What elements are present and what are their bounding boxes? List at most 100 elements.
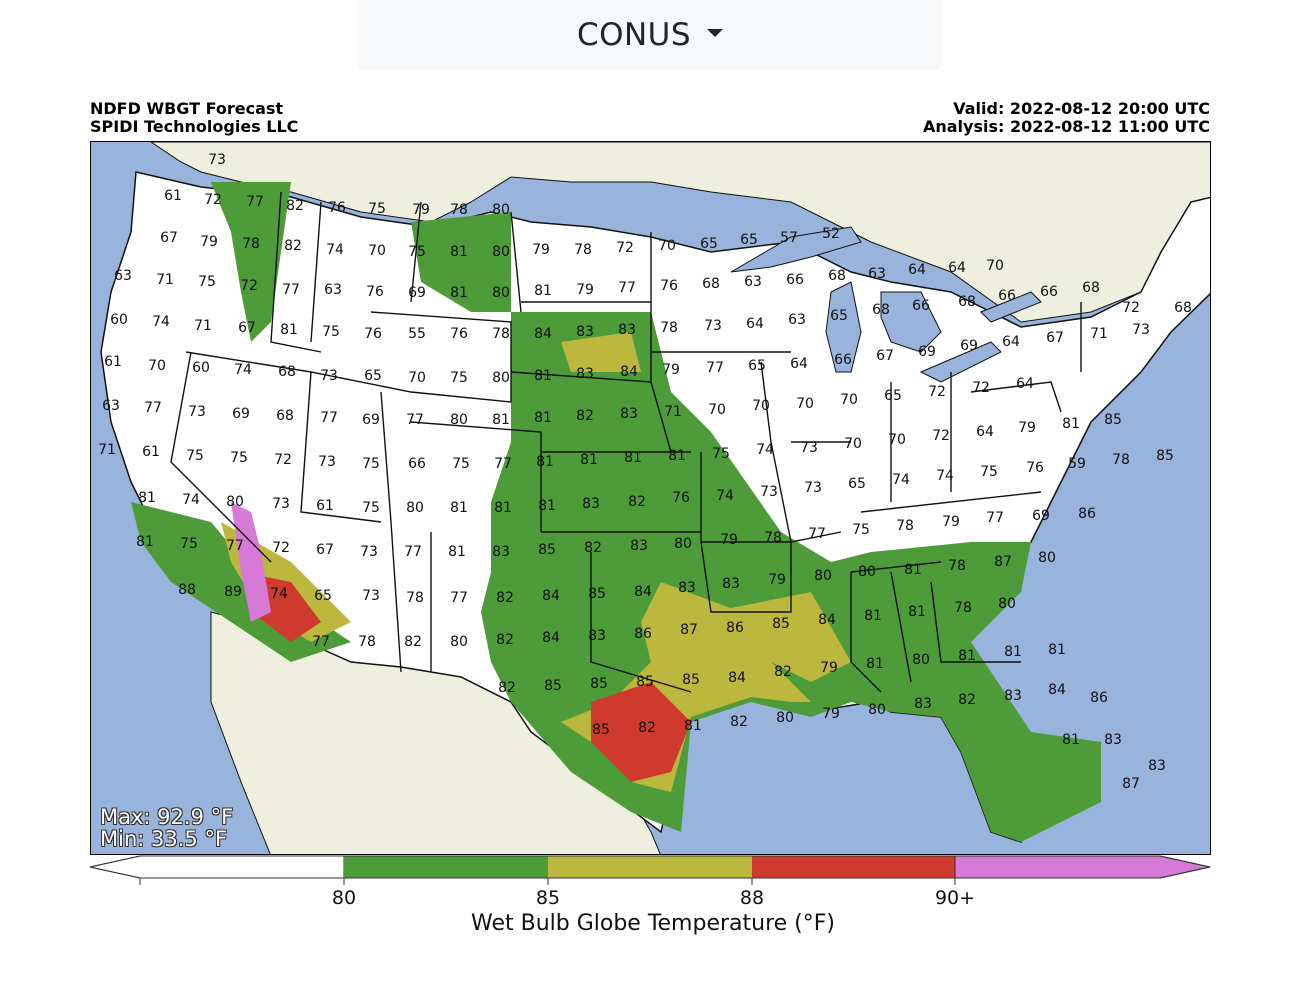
station-value: 66 [408, 456, 426, 472]
station-value: 74 [326, 242, 344, 258]
station-value: 82 [498, 680, 516, 696]
station-value: 73 [760, 484, 778, 500]
station-value: 80 [912, 652, 930, 668]
station-value: 81 [668, 448, 686, 464]
station-value: 73 [804, 480, 822, 496]
station-value: 85 [588, 586, 606, 602]
station-value: 78 [660, 320, 678, 336]
map-header-right: Valid: 2022-08-12 20:00 UTC Analysis: 20… [923, 100, 1210, 136]
station-value: 83 [618, 322, 636, 338]
station-value: 71 [156, 272, 174, 288]
station-value: 64 [948, 260, 966, 276]
station-value: 80 [492, 202, 510, 218]
valid-time: Valid: 2022-08-12 20:00 UTC [953, 99, 1210, 118]
station-value: 87 [680, 622, 698, 638]
station-value: 80 [858, 564, 876, 580]
station-value: 64 [1016, 376, 1034, 392]
colorbar-bin-90-plus [954, 855, 1211, 879]
station-value: 84 [542, 588, 560, 604]
station-value: 81 [866, 656, 884, 672]
station-value: 75 [362, 500, 380, 516]
station-value: 82 [638, 720, 656, 736]
station-value: 81 [684, 718, 702, 734]
station-value: 67 [876, 348, 894, 364]
station-value: 78 [358, 634, 376, 650]
lake-ontario [980, 291, 1042, 323]
station-value: 67 [238, 320, 256, 336]
station-value: 73 [188, 404, 206, 420]
station-value: 74 [182, 492, 200, 508]
station-value: 52 [822, 226, 840, 242]
station-value: 73 [318, 454, 336, 470]
station-value: 71 [664, 404, 682, 420]
station-value: 82 [284, 238, 302, 254]
station-value: 82 [584, 540, 602, 556]
station-value: 81 [138, 490, 156, 506]
station-value: 75 [450, 370, 468, 386]
station-value: 76 [1026, 460, 1044, 476]
station-value: 68 [276, 408, 294, 424]
station-value: 75 [408, 244, 426, 260]
max-min-readout: Max: 92.9 °F Min: 33.5 °F [100, 806, 233, 850]
station-value: 85 [682, 672, 700, 688]
station-value: 89 [224, 584, 242, 600]
station-value: 63 [788, 312, 806, 328]
station-value: 68 [958, 294, 976, 310]
station-value: 78 [764, 530, 782, 546]
lake-superior [730, 226, 862, 273]
station-value: 78 [242, 236, 260, 252]
station-value: 78 [450, 202, 468, 218]
station-value: 72 [240, 278, 258, 294]
station-value: 75 [180, 536, 198, 552]
max-value: Max: 92.9 °F [100, 805, 234, 829]
station-value: 83 [1148, 758, 1166, 774]
station-value: 78 [574, 242, 592, 258]
station-value: 82 [628, 494, 646, 510]
station-value: 80 [1038, 550, 1056, 566]
station-value: 87 [994, 554, 1012, 570]
station-value: 83 [630, 538, 648, 554]
station-value: 73 [1132, 322, 1150, 338]
lake-huron [880, 291, 942, 353]
station-value: 76 [660, 278, 678, 294]
region-dropdown[interactable]: CONUS [358, 0, 942, 70]
station-value: 73 [208, 152, 226, 168]
station-value: 81 [450, 500, 468, 516]
station-value: 81 [534, 410, 552, 426]
station-value: 61 [316, 498, 334, 514]
station-value: 82 [404, 634, 422, 650]
station-value: 74 [936, 468, 954, 484]
station-value-labels: 73 61 72 77 82 76 75 79 78 80 67 79 78 82 74 70 75 81 80 79… [98, 152, 1192, 792]
analysis-time: Analysis: 2022-08-12 11:00 UTC [922, 117, 1210, 136]
station-value: 78 [492, 326, 510, 342]
station-value: 71 [98, 442, 116, 458]
station-value: 74 [756, 442, 774, 458]
station-value: 65 [848, 476, 866, 492]
station-value: 83 [576, 366, 594, 382]
station-value: 80 [492, 244, 510, 260]
station-value: 82 [496, 632, 514, 648]
station-value: 81 [536, 454, 554, 470]
station-value: 86 [1078, 506, 1096, 522]
station-value: 74 [234, 362, 252, 378]
station-value: 72 [928, 384, 946, 400]
station-value: 79 [576, 282, 594, 298]
station-value: 75 [712, 446, 730, 462]
station-value: 63 [868, 266, 886, 282]
station-value: 86 [634, 626, 652, 642]
station-value: 75 [198, 274, 216, 290]
station-value: 70 [844, 436, 862, 452]
station-value: 83 [582, 496, 600, 512]
station-value: 75 [362, 456, 380, 472]
station-value: 70 [752, 398, 770, 414]
station-value: 80 [776, 710, 794, 726]
station-value: 64 [1002, 334, 1020, 350]
station-value: 81 [958, 648, 976, 664]
station-value: 77 [312, 634, 330, 650]
station-value: 65 [830, 308, 848, 324]
station-value: 72 [1122, 300, 1140, 316]
colorbar-tick-label-80: 80 [332, 887, 356, 909]
station-value: 83 [588, 628, 606, 644]
station-value: 77 [320, 410, 338, 426]
station-value: 57 [780, 230, 798, 246]
